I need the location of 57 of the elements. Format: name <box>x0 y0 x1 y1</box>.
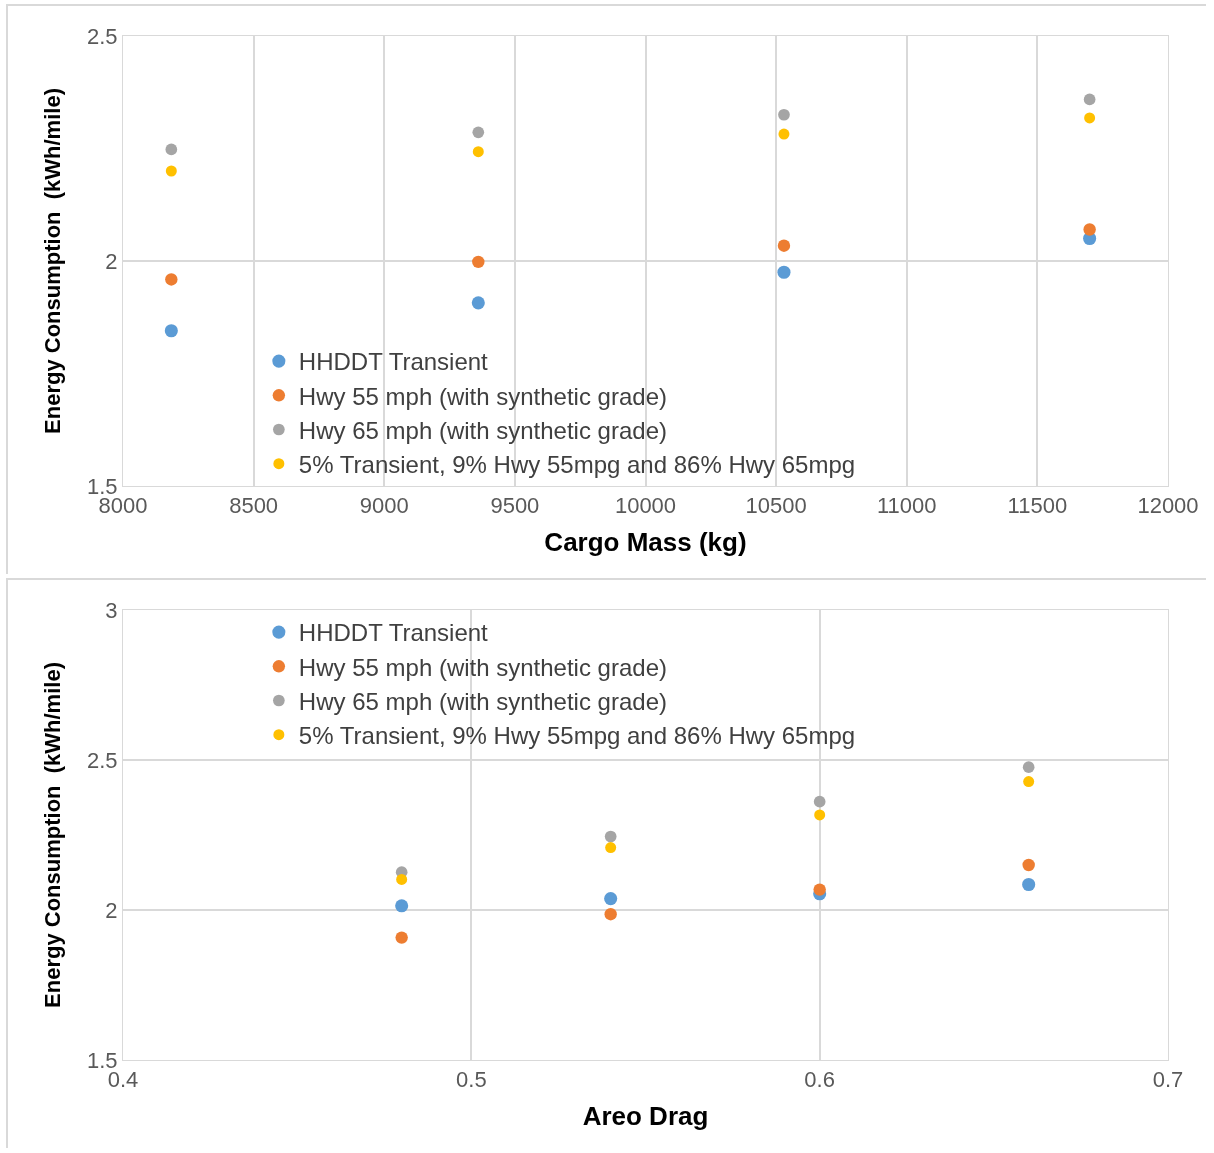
point <box>472 126 485 139</box>
point <box>604 830 617 843</box>
point <box>813 883 826 896</box>
x-tick-label: 10500 <box>745 493 807 519</box>
point <box>395 899 409 913</box>
x-tick-label: 0.7 <box>1152 1067 1184 1093</box>
point <box>472 255 485 269</box>
point <box>604 908 617 921</box>
legend-label: 5% Transient, 9% Hwy 55mpg and 86% Hwy 65mpg <box>298 722 856 750</box>
point <box>1023 776 1035 788</box>
legend-label: Hwy 65 mph (with synthetic grade) <box>298 687 668 715</box>
point <box>814 809 826 821</box>
point <box>165 165 177 177</box>
legend-label: 5% Transient, 9% Hwy 55mpg and 86% Hwy 65mpg <box>298 451 856 479</box>
y-tick-label: 2 <box>105 897 118 923</box>
point <box>777 239 791 252</box>
point <box>604 892 618 906</box>
y-tick-label: 2.5 <box>87 23 118 49</box>
point <box>1083 223 1096 236</box>
x-tick-label: 9000 <box>359 493 409 519</box>
y-axis-title: Energy Consumption (kWh/mile) <box>39 88 65 434</box>
point <box>605 842 617 854</box>
point <box>1022 761 1035 774</box>
legend-label: Hwy 55 mph (with synthetic grade) <box>298 382 668 410</box>
x-tick-label: 8500 <box>229 493 279 519</box>
point <box>813 795 826 808</box>
x-axis-title: Cargo Mass (kg) <box>544 527 747 558</box>
point <box>777 265 791 279</box>
point <box>395 931 408 944</box>
x-tick-label: 11500 <box>1007 493 1068 519</box>
x-axis-title: Areo Drag <box>582 1101 709 1132</box>
legend-label: Hwy 65 mph (with synthetic grade) <box>298 416 668 444</box>
x-tick-label: 12000 <box>1137 493 1199 519</box>
point <box>472 146 484 158</box>
point <box>1084 112 1096 124</box>
point <box>165 273 178 286</box>
point <box>164 324 178 338</box>
point <box>165 143 178 156</box>
y-tick-label: 2.5 <box>87 747 118 773</box>
legend-label: HHDDT Transient <box>298 348 489 376</box>
x-tick-label: 0.5 <box>456 1067 487 1093</box>
point <box>1022 877 1036 892</box>
y-tick-label: 2 <box>105 248 118 274</box>
point <box>396 873 408 885</box>
legend-label: HHDDT Transient <box>298 619 489 647</box>
point <box>778 108 790 121</box>
point <box>471 296 485 310</box>
point <box>778 128 790 140</box>
legend-label: Hwy 55 mph (with synthetic grade) <box>298 653 668 681</box>
x-tick-label: 9500 <box>490 493 540 519</box>
x-tick-label: 0.6 <box>804 1067 835 1093</box>
point <box>1083 93 1096 106</box>
x-tick-label: 11000 <box>876 493 937 519</box>
y-tick-label: 3 <box>105 597 118 623</box>
y-axis-title: Energy Consumption (kWh/mile) <box>39 662 65 1008</box>
point <box>1022 858 1035 872</box>
x-tick-label: 10000 <box>614 493 677 519</box>
